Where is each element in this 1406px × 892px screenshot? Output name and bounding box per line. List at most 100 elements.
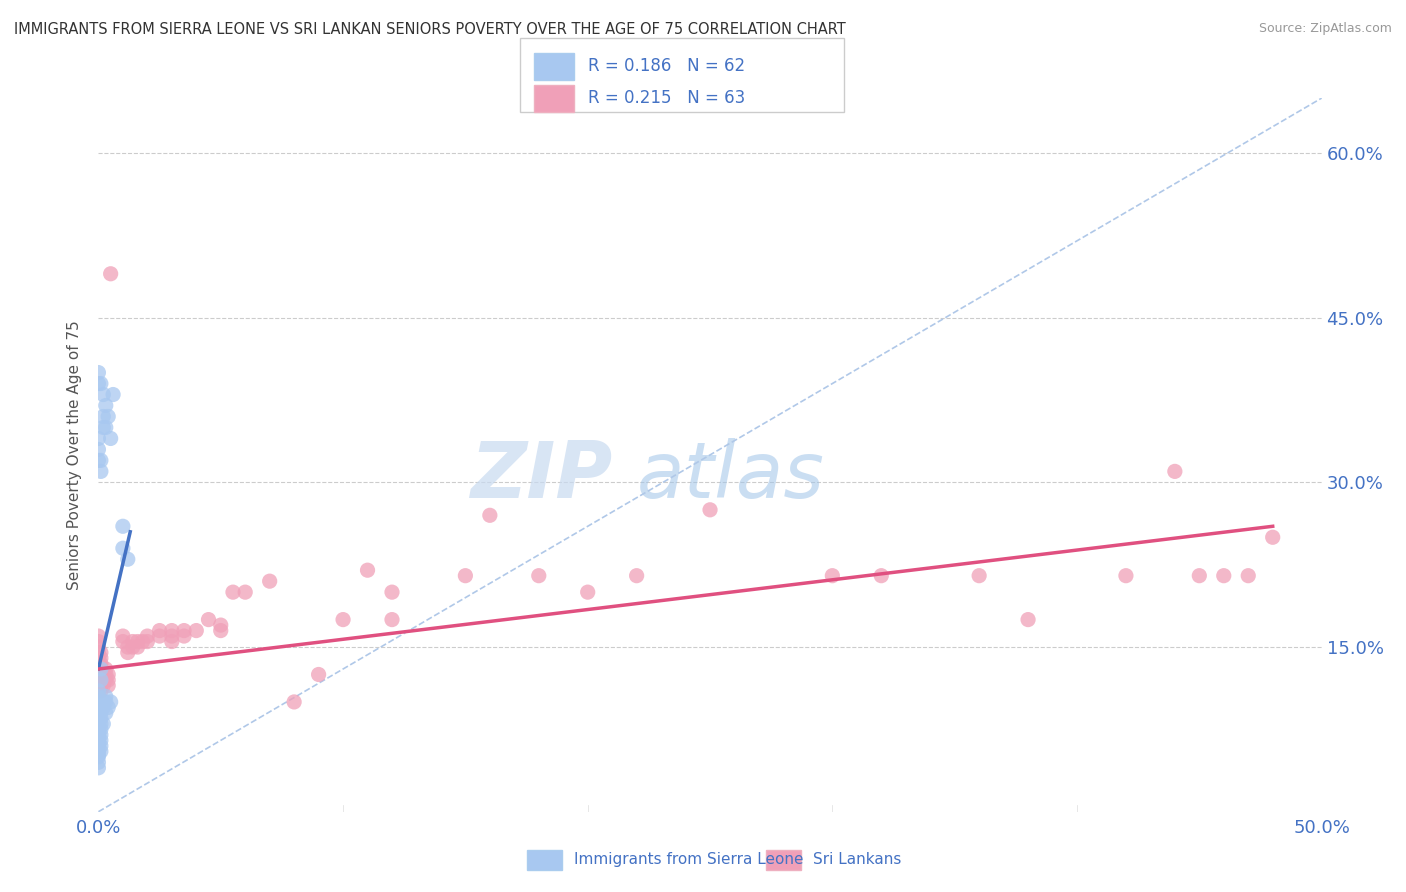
Point	[87, 634, 110, 648]
Point	[160, 629, 183, 643]
Point	[1261, 530, 1284, 544]
Point	[91, 673, 114, 687]
Point	[87, 690, 110, 704]
Point	[173, 629, 195, 643]
Point	[87, 678, 110, 692]
Point	[87, 739, 110, 753]
Point	[87, 737, 110, 751]
Point	[121, 634, 143, 648]
Point	[222, 585, 245, 599]
Point	[94, 695, 117, 709]
Point	[97, 673, 120, 687]
Point	[100, 267, 122, 281]
Point	[111, 519, 134, 533]
Point	[87, 667, 110, 681]
Point	[209, 624, 232, 638]
Point	[100, 695, 122, 709]
Point	[111, 541, 134, 556]
Point	[91, 717, 114, 731]
Point	[87, 673, 110, 687]
Point	[90, 728, 112, 742]
Point	[136, 629, 159, 643]
Point	[117, 646, 139, 660]
Point	[1212, 568, 1234, 582]
Point	[97, 667, 120, 681]
Point	[87, 706, 110, 720]
Point	[197, 613, 219, 627]
Point	[87, 640, 110, 654]
Point	[87, 717, 110, 731]
Point	[87, 744, 110, 758]
Point	[94, 667, 117, 681]
Point	[97, 678, 120, 692]
Point	[454, 568, 477, 582]
Point	[90, 662, 112, 676]
Point	[233, 585, 256, 599]
Point	[149, 624, 172, 638]
Point	[90, 723, 112, 737]
Point	[100, 432, 122, 446]
Point	[626, 568, 648, 582]
Point	[87, 442, 110, 457]
Point	[94, 690, 117, 704]
Point	[91, 678, 114, 692]
Text: atlas: atlas	[637, 438, 824, 515]
Point	[101, 387, 124, 401]
Point	[1188, 568, 1211, 582]
Point	[90, 739, 112, 753]
Point	[87, 376, 110, 391]
Point	[87, 646, 110, 660]
Point	[90, 744, 112, 758]
Point	[259, 574, 281, 589]
Point	[87, 711, 110, 725]
Point	[90, 646, 112, 660]
Point	[91, 700, 114, 714]
Text: Source: ZipAtlas.com: Source: ZipAtlas.com	[1258, 22, 1392, 36]
Point	[87, 714, 110, 729]
Point	[87, 651, 110, 665]
Text: R = 0.186   N = 62: R = 0.186 N = 62	[588, 57, 745, 75]
Text: Sri Lankans: Sri Lankans	[813, 853, 901, 867]
Point	[478, 508, 501, 523]
Point	[87, 695, 110, 709]
Point	[87, 728, 110, 742]
Point	[332, 613, 354, 627]
Point	[87, 704, 110, 718]
Point	[381, 585, 404, 599]
Point	[121, 640, 143, 654]
Point	[91, 695, 114, 709]
Point	[90, 464, 112, 478]
Point	[87, 629, 110, 643]
Point	[90, 678, 112, 692]
Point	[127, 640, 149, 654]
Point	[94, 399, 117, 413]
Point	[209, 618, 232, 632]
Text: R = 0.215   N = 63: R = 0.215 N = 63	[588, 89, 745, 107]
Point	[111, 629, 134, 643]
Point	[87, 700, 110, 714]
Point	[870, 568, 893, 582]
Point	[1017, 613, 1039, 627]
Point	[90, 376, 112, 391]
Point	[90, 673, 112, 687]
Point	[90, 733, 112, 747]
Point	[149, 629, 172, 643]
Point	[186, 624, 208, 638]
Point	[967, 568, 990, 582]
Point	[87, 684, 110, 698]
Point	[91, 409, 114, 424]
Point	[173, 624, 195, 638]
Point	[87, 733, 110, 747]
Point	[87, 723, 110, 737]
Point	[90, 662, 112, 676]
Point	[160, 634, 183, 648]
Point	[1164, 464, 1187, 478]
Point	[87, 761, 110, 775]
Point	[117, 552, 139, 566]
Point	[90, 453, 112, 467]
Point	[821, 568, 844, 582]
Point	[91, 387, 114, 401]
Point	[94, 706, 117, 720]
Point	[87, 366, 110, 380]
Point	[94, 673, 117, 687]
